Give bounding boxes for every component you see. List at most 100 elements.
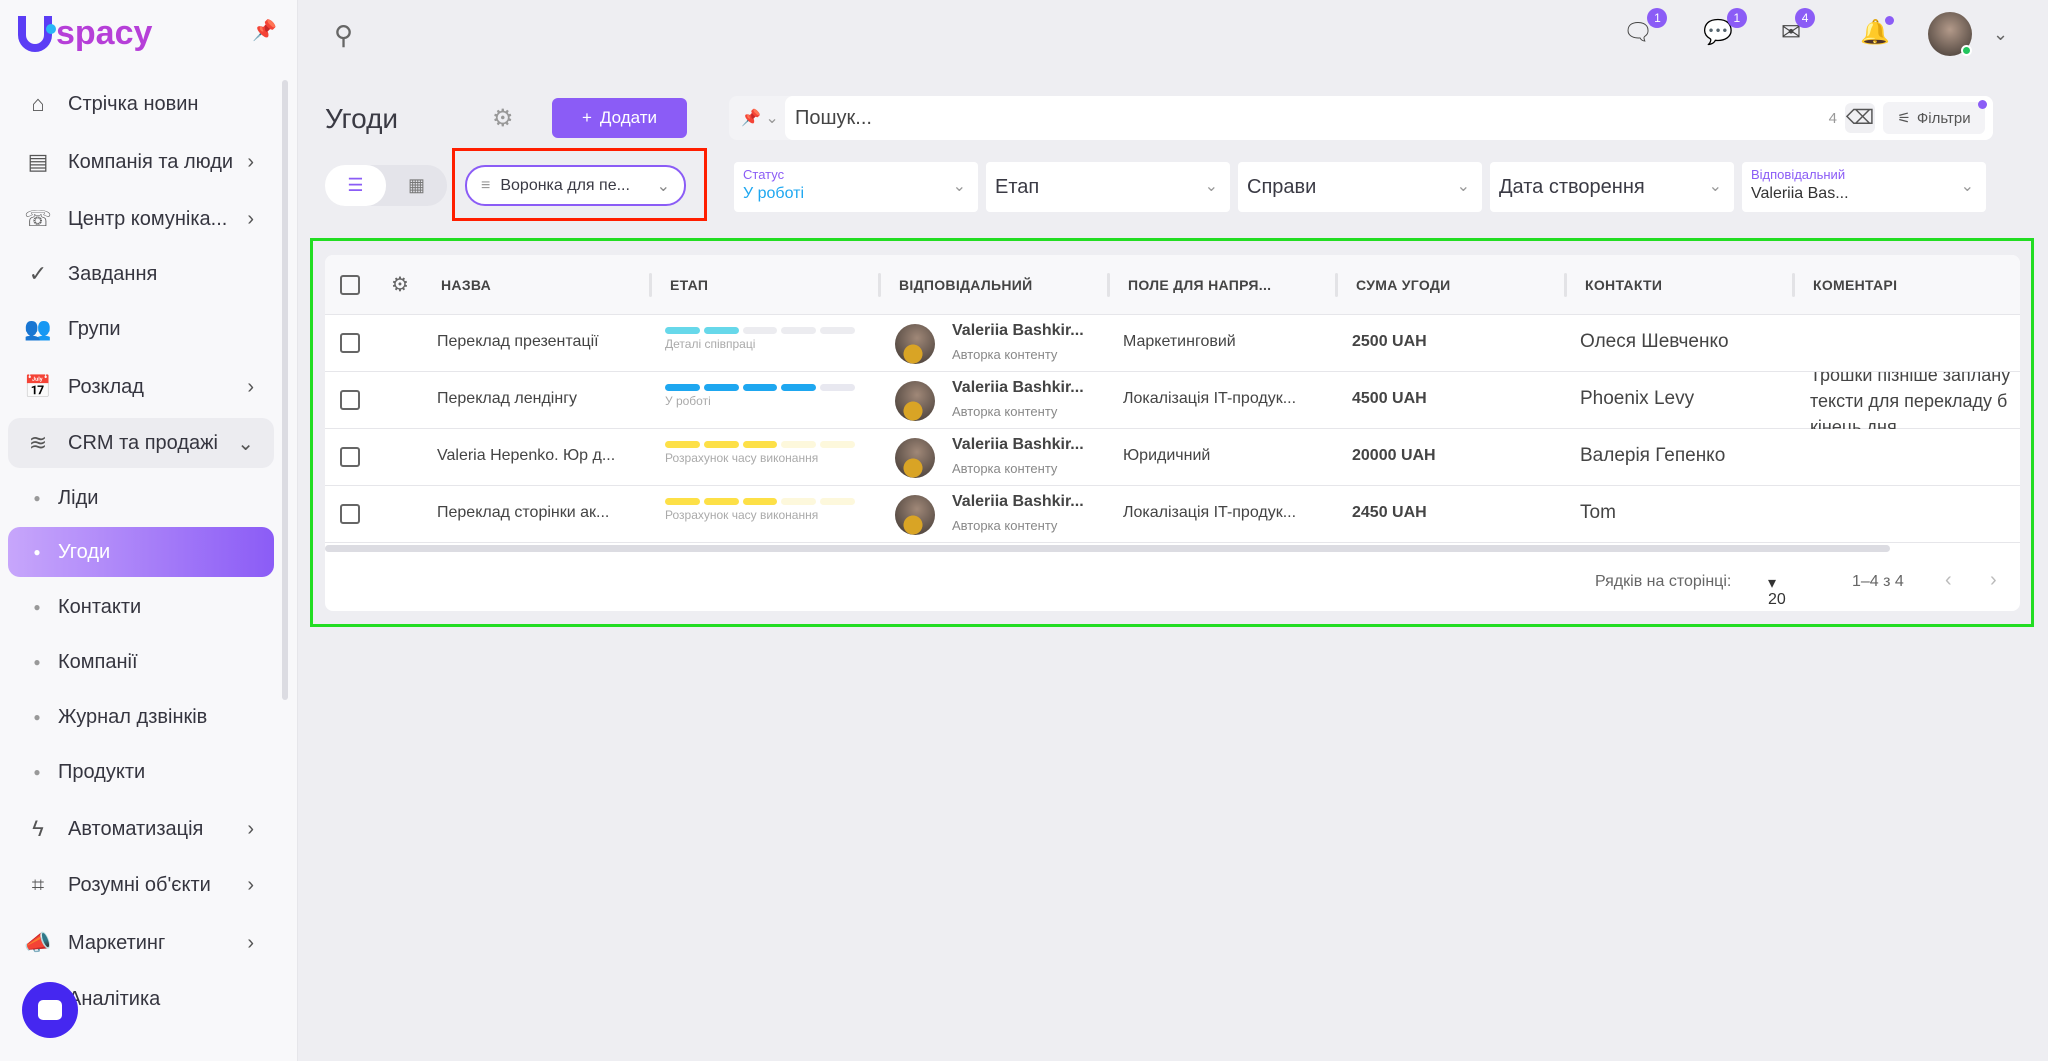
row-checkbox[interactable] — [340, 333, 360, 353]
filter-select-0[interactable]: Статус У роботі ⌄ — [734, 162, 978, 212]
uspacy-logo[interactable]: spacy — [18, 14, 152, 53]
sidebar-item-7[interactable]: ● Ліди — [8, 473, 274, 523]
deal-name[interactable]: Переклад презентації — [437, 333, 599, 350]
sidebar-item-13[interactable]: ϟ Автоматизація › — [8, 804, 274, 854]
filter-select-3[interactable]: Дата створення ⌄ — [1490, 162, 1734, 212]
select-all-checkbox[interactable] — [340, 275, 360, 295]
page-title: Угоди — [325, 103, 399, 134]
sidebar-item-1[interactable]: ▤ Компанія та люди › — [8, 137, 274, 187]
list-view-button[interactable]: ☰ — [325, 165, 386, 206]
filter-select-4[interactable]: Відповідальний Valeriia Bas... ⌄ — [1742, 162, 1986, 212]
column-settings-icon[interactable]: ⚙ — [391, 274, 409, 296]
sidebar-scrollbar[interactable] — [282, 80, 288, 700]
column-resize-handle[interactable] — [649, 273, 652, 297]
horizontal-scrollbar[interactable] — [325, 545, 1890, 552]
column-header[interactable]: КОМЕНТАРІ — [1813, 277, 1898, 293]
sidebar-item-15[interactable]: 📣 Маркетинг › — [8, 918, 274, 968]
column-resize-handle[interactable] — [1792, 273, 1795, 297]
clear-search-icon[interactable]: ⌫ — [1845, 103, 1875, 133]
column-resize-handle[interactable] — [1335, 273, 1338, 297]
sidebar-item-label: Компанії — [58, 650, 138, 673]
sidebar-item-11[interactable]: ● Журнал дзвінків — [8, 692, 274, 742]
search-input[interactable]: Пошук... 4 ⌫ ⚟ Фільтри — [785, 96, 1993, 140]
stage-segment — [742, 384, 778, 391]
stage-segment — [820, 498, 855, 505]
column-header[interactable]: ЕТАП — [670, 277, 709, 293]
column-resize-handle[interactable] — [878, 273, 881, 297]
filter-select-2[interactable]: Справи ⌄ — [1238, 162, 1482, 212]
chevron-down-icon[interactable]: ⌄ — [1993, 24, 2009, 44]
sidebar-item-0[interactable]: ⌂ Стрічка новин — [8, 79, 274, 129]
stage-progress[interactable]: Розрахунок часу виконання — [665, 441, 855, 465]
column-resize-handle[interactable] — [1564, 273, 1567, 297]
sidebar-item-2[interactable]: ☏ Центр комуніка... › — [8, 194, 274, 244]
stage-segment — [742, 327, 778, 334]
deal-name[interactable]: Переклад лендінгу — [437, 390, 578, 407]
sidebar-item-6[interactable]: ≋ CRM та продажі ⌄ — [8, 418, 274, 468]
owner-avatar — [895, 381, 935, 421]
table-row[interactable]: Переклад презентації Деталі співпраці Va… — [325, 315, 2020, 372]
row-checkbox[interactable] — [340, 390, 360, 410]
add-button[interactable]: + Додати — [552, 98, 687, 138]
bell-icon[interactable]: 🔔 — [1860, 16, 1894, 47]
sidebar-item-12[interactable]: ● Продукти — [8, 747, 274, 797]
view-toggle: ☰ ▦ — [325, 165, 447, 206]
column-resize-handle[interactable] — [1107, 273, 1110, 297]
messenger-icon[interactable]: 💬 1 — [1703, 8, 1747, 47]
column-header[interactable]: ВІДПОВІДАЛЬНИЙ — [899, 277, 1033, 293]
sidebar-item-8[interactable]: ● Угоди — [8, 527, 274, 577]
user-avatar[interactable] — [1928, 12, 1972, 56]
sidebar-item-14[interactable]: ⌗ Розумні об'єкти › — [8, 860, 274, 910]
sidebar-item-5[interactable]: 📅 Розклад › — [8, 362, 274, 412]
support-chat-button[interactable] — [22, 982, 78, 1038]
column-header[interactable]: КОНТАКТИ — [1585, 277, 1663, 293]
phone-chat-icon: ☏ — [24, 206, 52, 231]
stage-progress[interactable]: У роботі — [665, 384, 855, 408]
contact-name[interactable]: Олеся Шевченко — [1580, 331, 1729, 352]
mail-badge: 4 — [1795, 8, 1816, 28]
sidebar-item-label: Журнал дзвінків — [58, 705, 208, 728]
prev-page-button[interactable]: ‹ — [1945, 569, 1952, 591]
kanban-view-button[interactable]: ▦ — [407, 175, 425, 195]
owner-name[interactable]: Valeriia Bashkir... — [952, 436, 1084, 453]
table-pagination: Рядків на сторінці: 20 ▾ 1–4 з 4 ‹ › — [325, 555, 2020, 611]
sidebar-item-4[interactable]: 👥 Групи — [8, 304, 274, 354]
stage-progress[interactable]: Розрахунок часу виконання — [665, 498, 855, 522]
contact-name[interactable]: Tom — [1580, 502, 1616, 523]
online-indicator — [1961, 45, 1972, 56]
table-row[interactable]: Переклад сторінки ак... Розрахунок часу … — [325, 486, 2020, 543]
table-header: ⚙ НАЗВА ЕТАП ВІДПОВІДАЛЬНИЙ ПОЛЕ ДЛЯ НАПРЯ.… — [325, 255, 2020, 315]
sidebar-item-label: Компанія та люди — [68, 150, 234, 173]
owner-name[interactable]: Valeriia Bashkir... — [952, 493, 1084, 510]
row-checkbox[interactable] — [340, 504, 360, 524]
row-checkbox[interactable] — [340, 447, 360, 467]
funnel-select[interactable]: ≡ Воронка для пе... ⌄ — [465, 165, 686, 206]
settings-gear-icon[interactable]: ⚙ — [492, 105, 514, 132]
sidebar-item-10[interactable]: ● Компанії — [8, 637, 274, 687]
contact-name[interactable]: Валерія Гепенко — [1580, 445, 1726, 466]
pin-sidebar-icon[interactable]: 📌 — [252, 20, 277, 42]
sidebar-item-9[interactable]: ● Контакти — [8, 582, 274, 632]
next-page-button[interactable]: › — [1990, 569, 1997, 591]
chevron-right-icon: › — [247, 873, 254, 896]
rows-per-page-select[interactable]: 20 ▾ — [1768, 575, 1786, 608]
deal-name[interactable]: Переклад сторінки ак... — [437, 504, 610, 521]
mail-icon[interactable]: ✉ 4 — [1781, 8, 1816, 47]
column-header[interactable]: СУМА УГОДИ — [1356, 277, 1451, 293]
table-row[interactable]: Valeria Hepenko. Юр д... Розрахунок часу… — [325, 429, 2020, 486]
pin-filter-select[interactable]: 📌 ⌄ — [741, 110, 779, 127]
search-icon[interactable]: ⚲ — [334, 20, 354, 50]
column-header[interactable]: НАЗВА — [441, 277, 492, 293]
table-row[interactable]: Переклад лендінгу У роботі Valeriia Bash… — [325, 372, 2020, 429]
filters-button[interactable]: ⚟ Фільтри — [1883, 100, 1987, 134]
deal-name[interactable]: Valeria Hepenko. Юр д... — [437, 447, 616, 464]
sidebar-item-3[interactable]: ✓ Завдання — [8, 249, 274, 299]
owner-name[interactable]: Valeriia Bashkir... — [952, 322, 1084, 339]
owner-name[interactable]: Valeriia Bashkir... — [952, 379, 1084, 396]
filter-select-1[interactable]: Етап ⌄ — [986, 162, 1230, 212]
stage-progress[interactable]: Деталі співпраці — [665, 327, 855, 351]
contact-name[interactable]: Phoenix Levy — [1580, 388, 1695, 409]
column-header[interactable]: ПОЛЕ ДЛЯ НАПРЯ... — [1128, 277, 1272, 293]
bullet-icon: ● — [33, 765, 41, 779]
chat-icon[interactable]: 🗨 1 — [1623, 8, 1668, 47]
